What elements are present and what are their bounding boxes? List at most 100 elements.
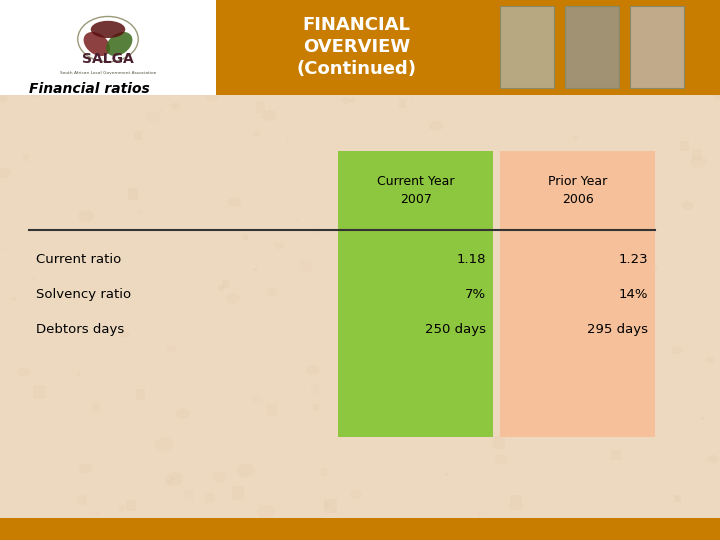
FancyBboxPatch shape [630, 6, 684, 88]
Circle shape [611, 382, 616, 386]
Text: Financial ratios: Financial ratios [29, 82, 150, 96]
Text: Solvency ratio: Solvency ratio [36, 288, 131, 301]
Circle shape [166, 472, 183, 485]
Bar [639, 178, 647, 188]
Bar [393, 205, 405, 219]
FancyBboxPatch shape [338, 151, 493, 230]
Bar [254, 268, 257, 271]
Circle shape [672, 346, 683, 354]
Circle shape [349, 98, 356, 103]
Circle shape [341, 98, 350, 104]
Circle shape [369, 266, 372, 268]
FancyBboxPatch shape [0, 518, 720, 540]
Circle shape [262, 110, 277, 121]
Text: 14%: 14% [618, 288, 648, 301]
Circle shape [176, 408, 190, 419]
Bar [243, 234, 248, 240]
FancyBboxPatch shape [216, 0, 720, 94]
Bar [135, 131, 142, 140]
Bar [680, 141, 688, 151]
Circle shape [706, 356, 715, 363]
Ellipse shape [91, 21, 125, 38]
Bar [456, 288, 459, 291]
Bar [22, 154, 30, 161]
Text: Debtors days: Debtors days [36, 323, 125, 336]
Circle shape [588, 153, 590, 154]
Bar [692, 149, 702, 160]
Bar [12, 297, 16, 301]
Bar [266, 404, 277, 416]
Text: 250 days: 250 days [425, 323, 486, 336]
Text: FINANCIAL
OVERVIEW
(Continued): FINANCIAL OVERVIEW (Continued) [297, 16, 416, 78]
Circle shape [495, 455, 507, 464]
Bar [639, 406, 640, 408]
FancyBboxPatch shape [338, 230, 493, 437]
Bar [582, 162, 594, 175]
Bar [324, 499, 337, 513]
Circle shape [274, 242, 284, 249]
Circle shape [228, 197, 241, 207]
Text: Current Year
2007: Current Year 2007 [377, 175, 454, 206]
Circle shape [611, 331, 626, 342]
Text: 1.23: 1.23 [618, 253, 648, 266]
Bar [315, 228, 321, 233]
Circle shape [306, 365, 320, 375]
FancyBboxPatch shape [500, 230, 655, 437]
Circle shape [155, 437, 174, 451]
Bar [372, 369, 382, 381]
Circle shape [649, 265, 657, 271]
Bar [119, 505, 125, 512]
FancyBboxPatch shape [0, 0, 216, 94]
Bar [412, 100, 414, 103]
Circle shape [555, 278, 564, 285]
Circle shape [17, 367, 30, 377]
Bar [126, 500, 137, 511]
Bar [323, 93, 326, 97]
Bar [439, 161, 443, 165]
Bar [84, 497, 86, 499]
Circle shape [160, 109, 162, 111]
Bar [156, 252, 158, 254]
FancyBboxPatch shape [500, 6, 554, 88]
Text: 1.18: 1.18 [456, 253, 486, 266]
Bar [233, 487, 244, 500]
Bar [32, 89, 38, 97]
Circle shape [0, 167, 12, 178]
Bar [399, 99, 406, 107]
Bar [321, 468, 328, 476]
Bar [207, 266, 208, 268]
Circle shape [170, 477, 175, 481]
Bar [127, 188, 138, 200]
Bar [493, 436, 505, 449]
Bar [449, 376, 451, 378]
Bar [449, 390, 452, 393]
Bar [165, 481, 169, 486]
Bar [184, 490, 194, 501]
Circle shape [78, 210, 94, 222]
Text: 7%: 7% [465, 288, 486, 301]
Bar [477, 378, 485, 386]
Bar [645, 352, 647, 353]
Circle shape [253, 131, 260, 137]
Text: 295 days: 295 days [587, 323, 648, 336]
Bar [286, 137, 289, 140]
Circle shape [120, 331, 129, 338]
Circle shape [79, 463, 92, 474]
Bar [296, 219, 300, 222]
Bar [4, 248, 7, 252]
Circle shape [236, 463, 255, 477]
Bar [501, 341, 505, 345]
Text: SALGA: SALGA [82, 52, 134, 66]
Bar [366, 211, 377, 224]
Ellipse shape [106, 32, 132, 56]
Bar [32, 386, 45, 399]
FancyBboxPatch shape [565, 6, 619, 88]
Circle shape [171, 103, 180, 109]
Circle shape [682, 201, 693, 210]
Bar [701, 417, 703, 420]
Bar [300, 259, 312, 272]
Ellipse shape [84, 32, 110, 56]
Bar [311, 386, 320, 395]
Bar [478, 512, 481, 516]
Bar [92, 403, 100, 413]
